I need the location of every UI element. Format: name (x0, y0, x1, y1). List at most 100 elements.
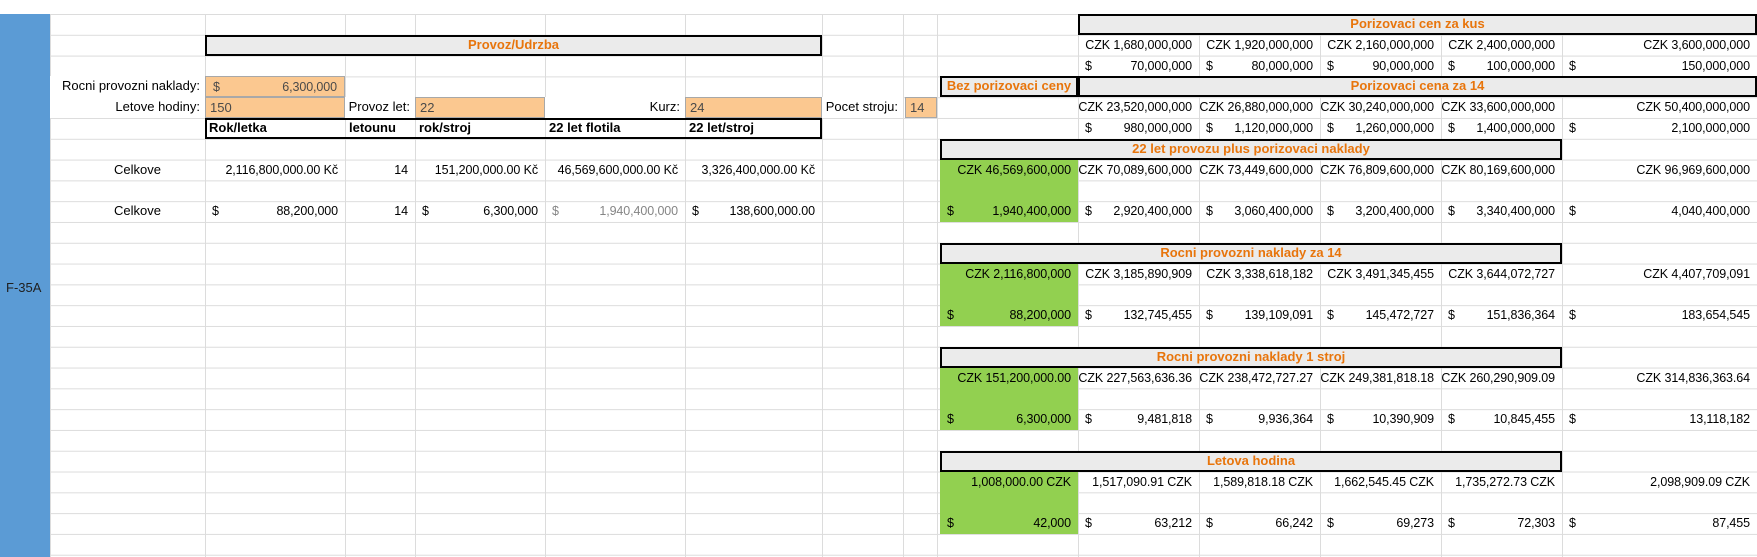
czk-value-cell[interactable]: CZK 30,240,000,000 (1320, 100, 1434, 115)
czk-value-cell[interactable]: CZK 3,338,618,182 (1206, 266, 1313, 281)
czk-value-cell[interactable]: CZK 2,400,000,000 (1448, 37, 1555, 52)
section-header-porizovaci-cena-za-14[interactable]: Porizovaci cena za 14 (1078, 76, 1757, 98)
provoz-let-input-cell[interactable]: 22 (415, 97, 545, 118)
czk-value-cell[interactable]: 1,662,545.45 CZK (1334, 474, 1434, 489)
column-header-letounu[interactable]: letounu (349, 120, 396, 135)
section-header-rocni-naklady-za-14[interactable]: Rocni provozni naklady za 14 (940, 242, 1562, 264)
czk-value-cell[interactable]: CZK 1,920,000,000 (1206, 37, 1313, 52)
czk-value-cell[interactable]: 1,735,272.73 CZK (1455, 474, 1555, 489)
czk-value-cell[interactable]: CZK 249,381,818.18 (1320, 370, 1434, 385)
column-header-rok-stroj[interactable]: rok/stroj (419, 120, 472, 135)
usd-value-cell[interactable]: $2,100,000,000 (1562, 118, 1757, 139)
usd-value-cell[interactable]: $139,109,091 (1199, 305, 1320, 326)
green-usd-total-cell[interactable]: $42,000 (940, 513, 1078, 534)
czk-value-cell[interactable]: 2,098,909.09 CZK (1650, 474, 1750, 489)
czk-value-cell[interactable]: CZK 2,160,000,000 (1327, 37, 1434, 52)
czk-value-cell[interactable]: 151,200,000.00 Kč (434, 162, 538, 177)
czk-value-cell[interactable]: CZK 227,563,636.36 (1078, 370, 1192, 385)
czk-value-cell[interactable]: CZK 314,836,363.64 (1636, 370, 1750, 385)
czk-value-cell[interactable]: CZK 50,400,000,000 (1636, 100, 1750, 115)
usd-value-cell[interactable]: $90,000,000 (1320, 56, 1441, 77)
czk-value-cell[interactable]: 3,326,400,000.00 Kč (701, 162, 816, 177)
czk-value-cell[interactable]: CZK 76,809,600,000 (1320, 162, 1434, 177)
czk-value-cell[interactable]: CZK 260,290,909.09 (1441, 370, 1555, 385)
czk-value-cell[interactable]: CZK 4,407,709,091 (1643, 266, 1750, 281)
green-czk-total-cell[interactable]: CZK 151,200,000.00 (957, 370, 1071, 385)
green-czk-total-cell[interactable]: CZK 46,569,600,000 (957, 162, 1071, 177)
usd-value-cell[interactable]: $4,040,400,000 (1562, 201, 1757, 222)
usd-value-cell[interactable]: $145,472,727 (1320, 305, 1441, 326)
czk-value-cell[interactable]: CZK 1,680,000,000 (1085, 37, 1192, 52)
green-usd-total-cell[interactable]: $1,940,400,000 (940, 201, 1078, 222)
czk-value-cell[interactable]: CZK 96,969,600,000 (1636, 162, 1750, 177)
czk-value-cell[interactable]: 46,569,600,000.00 Kč (557, 162, 678, 177)
usd-value-cell[interactable]: $63,212 (1078, 513, 1199, 534)
green-usd-total-cell[interactable]: $6,300,000 (940, 409, 1078, 430)
usd-value-cell[interactable]: $66,242 (1199, 513, 1320, 534)
usd-value-cell[interactable]: $ 6,300,000 (415, 201, 545, 222)
czk-value-cell[interactable]: CZK 238,472,727.27 (1199, 370, 1313, 385)
czk-value-cell[interactable]: CZK 33,600,000,000 (1441, 100, 1555, 115)
green-czk-total-cell[interactable]: CZK 2,116,800,000 (965, 266, 1071, 281)
usd-value-cell[interactable]: $3,340,400,000 (1441, 201, 1562, 222)
czk-value-cell[interactable]: CZK 3,491,345,455 (1327, 266, 1434, 281)
usd-value-cell[interactable]: $1,260,000,000 (1320, 118, 1441, 139)
section-header-letova-hodina[interactable]: Letova hodina (940, 450, 1562, 472)
usd-value-cell[interactable]: $3,200,400,000 (1320, 201, 1441, 222)
green-czk-total-cell[interactable]: 1,008,000.00 CZK (971, 474, 1071, 489)
czk-value-cell[interactable]: CZK 23,520,000,000 (1078, 100, 1192, 115)
usd-value-cell[interactable]: $100,000,000 (1441, 56, 1562, 77)
usd-value-cell[interactable]: $150,000,000 (1562, 56, 1757, 77)
usd-value-cell[interactable]: $9,481,818 (1078, 409, 1199, 430)
count-cell[interactable]: 14 (394, 204, 408, 219)
czk-value-cell[interactable]: CZK 26,880,000,000 (1199, 100, 1313, 115)
czk-value-cell[interactable]: 1,589,818.18 CZK (1213, 474, 1313, 489)
usd-value-cell[interactable]: $72,303 (1441, 513, 1562, 534)
rocni-naklady-label[interactable]: Rocni provozni naklady: (50, 76, 205, 98)
column-header-22-stroj[interactable]: 22 let/stroj (689, 120, 755, 135)
usd-value-cell[interactable]: $10,390,909 (1320, 409, 1441, 430)
czk-value-cell[interactable]: CZK 3,185,890,909 (1085, 266, 1192, 281)
usd-value-cell[interactable]: $2,920,400,000 (1078, 201, 1199, 222)
row-label-celkove[interactable]: Celkove (114, 203, 161, 219)
aircraft-column-cell[interactable]: F-35A (0, 14, 50, 557)
czk-value-cell[interactable]: CZK 3,644,072,727 (1448, 266, 1555, 281)
column-header-rok-letka[interactable]: Rok/letka (209, 120, 267, 135)
usd-value-cell[interactable]: $ 1,940,400,000 (545, 201, 685, 222)
pocet-stroju-input-cell[interactable]: 14 (905, 97, 937, 118)
usd-value-cell[interactable]: $980,000,000 (1078, 118, 1199, 139)
czk-value-cell[interactable]: CZK 73,449,600,000 (1199, 162, 1313, 177)
usd-value-cell[interactable]: $13,118,182 (1562, 409, 1757, 430)
usd-value-cell[interactable]: $80,000,000 (1199, 56, 1320, 77)
section-header-rocni-naklady-1-stroj[interactable]: Rocni provozni naklady 1 stroj (940, 346, 1562, 368)
usd-value-cell[interactable]: $10,845,455 (1441, 409, 1562, 430)
count-cell[interactable]: 14 (394, 162, 408, 177)
rocni-naklady-input-cell[interactable]: $ 6,300,000 (205, 76, 345, 98)
usd-value-cell[interactable]: $151,836,364 (1441, 305, 1562, 326)
green-usd-total-cell[interactable]: $88,200,000 (940, 305, 1078, 326)
usd-value-cell[interactable]: $87,455 (1562, 513, 1757, 534)
section-header-22-let-provozu[interactable]: 22 let provozu plus porizovaci naklady (940, 138, 1562, 160)
row-label-celkove[interactable]: Celkove (114, 161, 161, 177)
kurz-label[interactable]: Kurz: (545, 97, 685, 118)
czk-value-cell[interactable]: 2,116,800,000.00 Kč (225, 162, 338, 177)
czk-value-cell[interactable]: CZK 3,600,000,000 (1643, 37, 1750, 52)
usd-value-cell[interactable]: $69,273 (1320, 513, 1441, 534)
letove-hodiny-label[interactable]: Letove hodiny: (50, 97, 205, 118)
usd-value-cell[interactable]: $3,060,400,000 (1199, 201, 1320, 222)
section-header-bez-porizovaci-ceny[interactable]: Bez porizovaci ceny (940, 76, 1078, 98)
letove-hodiny-input-cell[interactable]: 150 (205, 97, 345, 118)
provoz-let-label[interactable]: Provoz let: (345, 97, 415, 118)
kurz-input-cell[interactable]: 24 (685, 97, 822, 118)
usd-value-cell[interactable]: $183,654,545 (1562, 305, 1757, 326)
section-header-provoz-udrzba[interactable]: Provoz/Udrzba (205, 34, 822, 56)
usd-value-cell[interactable]: $70,000,000 (1078, 56, 1199, 77)
usd-value-cell[interactable]: $ 88,200,000 (205, 201, 345, 222)
czk-value-cell[interactable]: CZK 80,169,600,000 (1441, 162, 1555, 177)
czk-value-cell[interactable]: 1,517,090.91 CZK (1092, 474, 1192, 489)
czk-value-cell[interactable]: CZK 70,089,600,000 (1078, 162, 1192, 177)
usd-value-cell[interactable]: $1,120,000,000 (1199, 118, 1320, 139)
usd-value-cell[interactable]: $132,745,455 (1078, 305, 1199, 326)
column-header-22-flotila[interactable]: 22 let flotila (549, 120, 621, 135)
usd-value-cell[interactable]: $1,400,000,000 (1441, 118, 1562, 139)
